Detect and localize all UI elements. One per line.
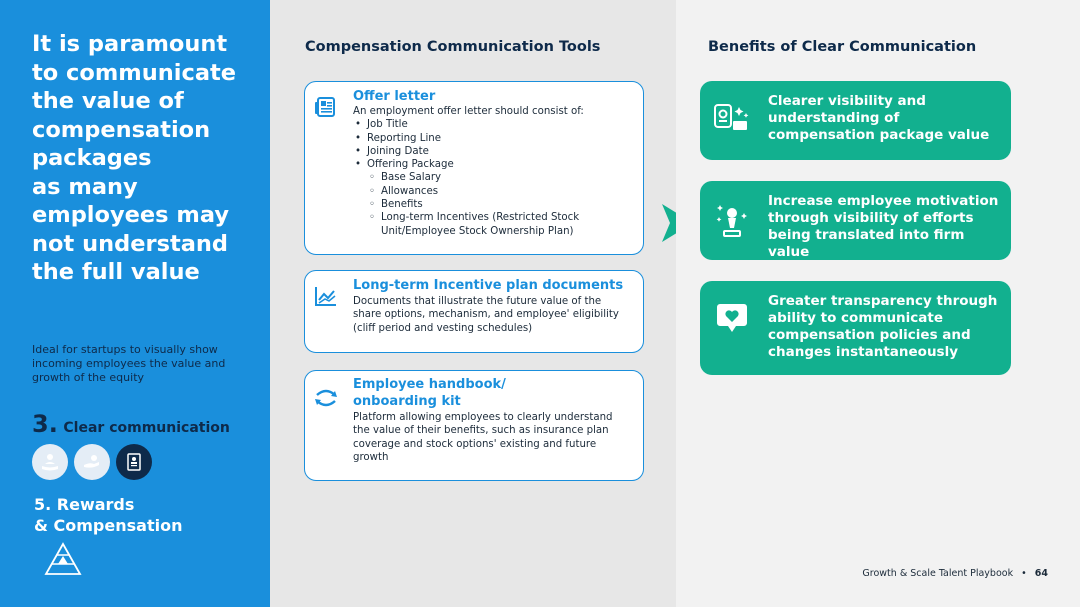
chapter-line: & Compensation bbox=[34, 516, 183, 535]
benefits-title: Benefits of Clear Communication bbox=[708, 39, 977, 55]
exchange-hands-icon bbox=[315, 389, 337, 407]
list-item: • Job Title bbox=[355, 119, 408, 131]
ltip-card: Long-term Incentive plan documents Docum… bbox=[304, 270, 644, 353]
headline-line: compensation bbox=[32, 116, 211, 143]
line-chart-icon bbox=[315, 287, 336, 306]
section-number: 3. bbox=[32, 410, 58, 438]
offer-letter-intro: An employment offer letter should consis… bbox=[353, 106, 584, 117]
tools-title: Compensation Communication Tools bbox=[305, 39, 601, 55]
handbook-desc: Platform allowing employees to clearly u… bbox=[353, 412, 613, 463]
section-title: Clear communication bbox=[63, 420, 230, 436]
handbook-card: Employee handbook/ onboarding kit Platfo… bbox=[304, 370, 644, 481]
benefit-text: Increase employee motivation through vis… bbox=[768, 193, 999, 260]
chapter-label: 5. Rewards & Compensation bbox=[34, 494, 234, 536]
handbook-title: Employee handbook/ onboarding kit bbox=[353, 377, 506, 409]
list-item: ◦ Long-term Incentives (Restricted Stock … bbox=[369, 212, 580, 237]
footer-book-title: Growth & Scale Talent Playbook bbox=[862, 568, 1014, 579]
triangle-logo-icon bbox=[44, 542, 82, 580]
document-person-icon bbox=[127, 453, 141, 471]
ltip-title: Long-term Incentive plan documents bbox=[353, 278, 624, 293]
nav-circle-3[interactable] bbox=[116, 444, 152, 480]
headline-line: as many bbox=[32, 173, 138, 200]
visibility-icon bbox=[714, 104, 749, 130]
list-item: ◦ Benefits bbox=[369, 199, 423, 211]
headline-line: not understand bbox=[32, 230, 229, 257]
headline-line: packages bbox=[32, 145, 152, 171]
newspaper-icon bbox=[315, 97, 335, 117]
page-number: 64 bbox=[1034, 568, 1048, 579]
list-item: ◦ Base Salary bbox=[369, 172, 442, 184]
footer: Growth & Scale Talent Playbook • 64 bbox=[862, 568, 1048, 579]
nav-circle-2[interactable] bbox=[74, 444, 110, 480]
offer-package-sublist: ◦ Base Salary ◦ Allowances ◦ Benefits ◦ Long… bbox=[353, 171, 637, 237]
nav-circle-1[interactable] bbox=[32, 444, 68, 480]
headline-line: It is paramount bbox=[32, 31, 228, 57]
chat-heart-icon bbox=[717, 304, 747, 332]
people-hand-icon bbox=[42, 454, 58, 471]
list-item: • Reporting Line bbox=[355, 132, 441, 144]
benefit-card-3: Greater transparency through ability to … bbox=[700, 281, 1011, 375]
ltip-desc: Documents that illustrate the future val… bbox=[353, 296, 619, 334]
offer-letter-title: Offer letter bbox=[353, 89, 436, 104]
ideal-text: Ideal for startups to visually show inco… bbox=[32, 343, 226, 384]
section-nav bbox=[32, 444, 152, 480]
headline-line: the full value bbox=[32, 259, 200, 285]
footer-separator: • bbox=[1021, 568, 1027, 579]
trophy-icon bbox=[716, 205, 747, 237]
chapter-line: 5. Rewards bbox=[34, 495, 135, 514]
benefit-text: Greater transparency through ability to … bbox=[768, 293, 998, 360]
headline-line: employees may bbox=[32, 202, 229, 228]
headline-line: the value of bbox=[32, 88, 184, 114]
offer-letter-list: • Job Title • Reporting Line • Joining Date… bbox=[353, 118, 637, 171]
section-heading: 3. Clear communication bbox=[32, 410, 230, 438]
left-panel: It is paramount to communicate the value… bbox=[0, 0, 270, 607]
offer-letter-card: Offer letter An employment offer letter … bbox=[304, 81, 644, 255]
list-item: ◦ Allowances bbox=[369, 185, 439, 197]
list-item: • Joining Date bbox=[355, 145, 429, 157]
list-item: • Offering Package bbox=[355, 159, 454, 171]
benefit-card-2: Increase employee motivation through vis… bbox=[700, 181, 1011, 260]
hand-coin-icon bbox=[84, 455, 99, 468]
headline-line: to communicate bbox=[32, 59, 237, 86]
benefit-card-1: Clearer visibility and understanding of … bbox=[700, 81, 1011, 160]
benefit-text: Clearer visibility and understanding of … bbox=[768, 93, 990, 143]
headline: It is paramount to communicate the value… bbox=[32, 30, 264, 287]
offer-letter-body: An employment offer letter should consis… bbox=[353, 105, 637, 238]
